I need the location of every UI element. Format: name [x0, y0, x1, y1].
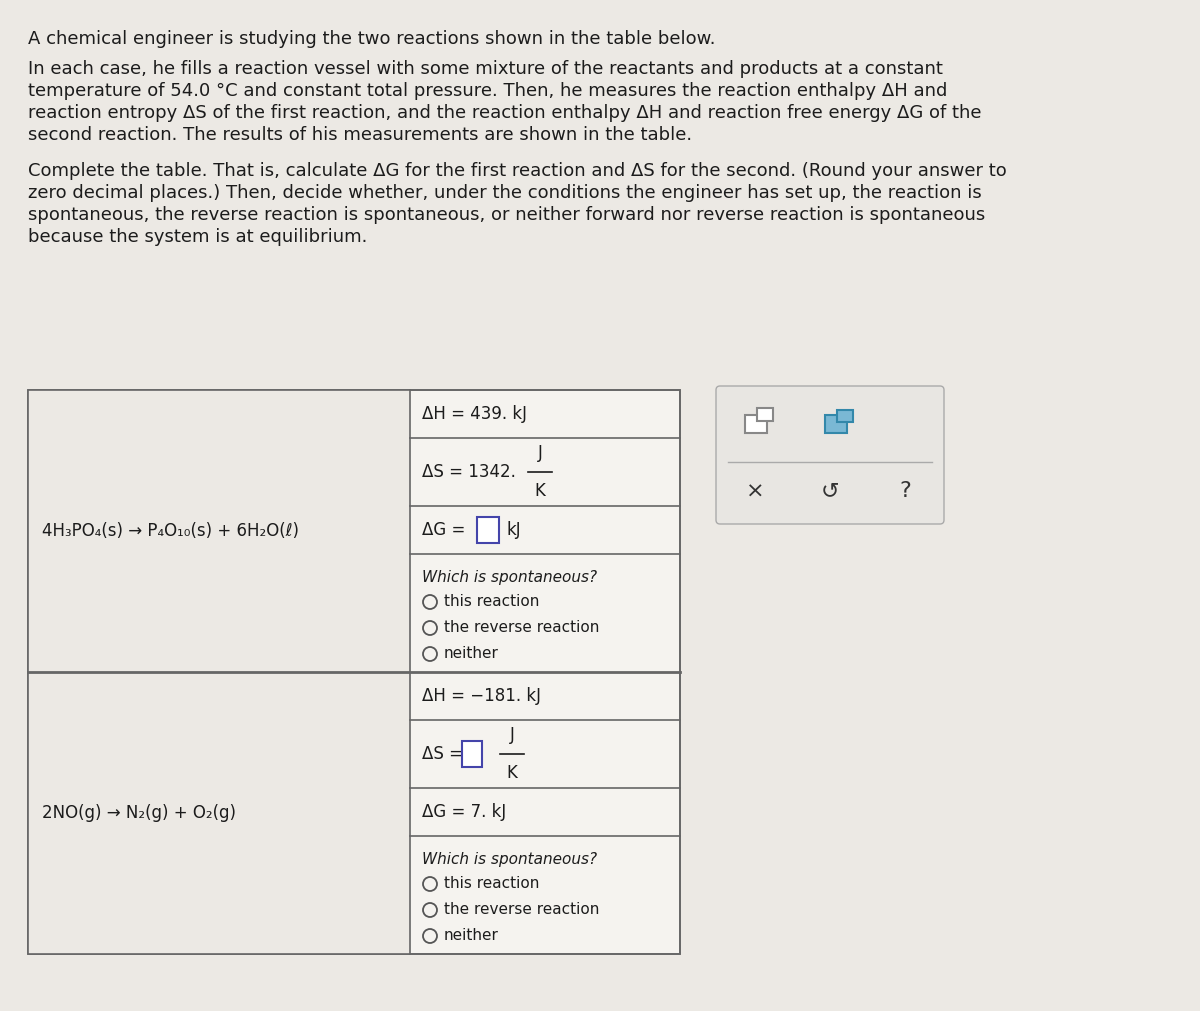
- Bar: [838, 409, 852, 423]
- Bar: [826, 416, 847, 433]
- Text: the reverse reaction: the reverse reaction: [444, 903, 599, 918]
- Text: this reaction: this reaction: [444, 877, 539, 892]
- Bar: [28, 390, 680, 954]
- Text: ΔH = 439. kJ: ΔH = 439. kJ: [422, 405, 527, 423]
- Text: 2NO(g) → N₂(g) + O₂(g): 2NO(g) → N₂(g) + O₂(g): [42, 804, 236, 822]
- Text: the reverse reaction: the reverse reaction: [444, 621, 599, 636]
- Text: ΔG =: ΔG =: [422, 521, 466, 539]
- Text: zero decimal places.) Then, decide whether, under the conditions the engineer ha: zero decimal places.) Then, decide wheth…: [28, 184, 982, 202]
- Text: Complete the table. That is, calculate ΔG for the first reaction and ΔS for the : Complete the table. That is, calculate Δ…: [28, 162, 1007, 180]
- Text: reaction entropy ΔS of the first reaction, and the reaction enthalpy ΔH and reac: reaction entropy ΔS of the first reactio…: [28, 104, 982, 122]
- Text: In each case, he fills a reaction vessel with some mixture of the reactants and : In each case, he fills a reaction vessel…: [28, 60, 943, 78]
- Text: neither: neither: [444, 928, 499, 943]
- Bar: [28, 390, 410, 954]
- Text: ΔH = −181. kJ: ΔH = −181. kJ: [422, 687, 541, 705]
- Text: ΔG = 7. kJ: ΔG = 7. kJ: [422, 803, 506, 821]
- Text: second reaction. The results of his measurements are shown in the table.: second reaction. The results of his meas…: [28, 126, 692, 144]
- Bar: [462, 741, 482, 767]
- Text: J: J: [510, 726, 515, 744]
- Text: ↺: ↺: [821, 481, 839, 501]
- Text: kJ: kJ: [508, 521, 522, 539]
- Bar: [757, 408, 773, 421]
- Text: K: K: [506, 764, 517, 782]
- Bar: [745, 416, 767, 433]
- Bar: [478, 517, 499, 543]
- Text: J: J: [538, 444, 542, 462]
- Text: spontaneous, the reverse reaction is spontaneous, or neither forward nor reverse: spontaneous, the reverse reaction is spo…: [28, 206, 985, 224]
- Text: Which is spontaneous?: Which is spontaneous?: [422, 852, 598, 867]
- Text: K: K: [534, 482, 546, 500]
- Text: ΔS =: ΔS =: [422, 745, 463, 763]
- Text: ?: ?: [899, 481, 911, 501]
- Text: this reaction: this reaction: [444, 594, 539, 610]
- Text: Which is spontaneous?: Which is spontaneous?: [422, 570, 598, 585]
- Text: ×: ×: [745, 481, 764, 501]
- Text: ΔS = 1342.: ΔS = 1342.: [422, 463, 516, 481]
- Text: A chemical engineer is studying the two reactions shown in the table below.: A chemical engineer is studying the two …: [28, 30, 715, 48]
- Bar: [28, 390, 680, 954]
- Text: 4H₃PO₄(s) → P₄O₁₀(s) + 6H₂O(ℓ): 4H₃PO₄(s) → P₄O₁₀(s) + 6H₂O(ℓ): [42, 522, 299, 540]
- Text: temperature of 54.0 °C and constant total pressure. Then, he measures the reacti: temperature of 54.0 °C and constant tota…: [28, 82, 947, 100]
- Text: because the system is at equilibrium.: because the system is at equilibrium.: [28, 228, 367, 246]
- Text: neither: neither: [444, 646, 499, 661]
- FancyBboxPatch shape: [716, 386, 944, 524]
